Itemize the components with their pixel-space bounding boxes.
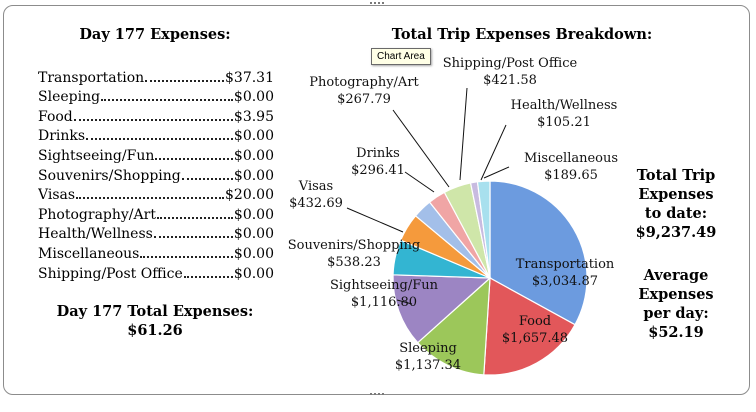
expense-row: Miscellaneous $0.00 [38,242,274,262]
slice-label: Health/Wellness [511,98,618,113]
expense-label: Sightseeing/Fun [38,147,155,164]
dot-leader [101,99,233,102]
dot-leader [140,255,233,258]
expense-row: Food $3.95 [38,105,274,125]
slice-value-label: $421.58 [483,73,537,88]
slice-value-label: $1,116.80 [351,295,417,310]
average-expenses: Average Expenses per day: $52.19 [618,266,734,342]
slice-value-label: $432.69 [289,196,343,211]
total-trip-line: Total Trip [636,167,716,184]
expense-label: Sleeping [38,89,101,106]
expense-value: $0.00 [233,265,274,282]
slice-value-label: $1,137.34 [395,358,461,373]
average-line: Expenses [638,286,714,303]
pie-slice-transportation[interactable] [489,180,588,326]
expense-value: $0.00 [233,128,274,145]
dot-leader [155,157,233,160]
total-trip-line: to date: [644,205,708,222]
dot-leader [153,236,233,239]
slice-value-label: $538.23 [327,255,381,270]
expense-label: Food [38,108,73,125]
expense-row: Sleeping $0.00 [38,86,274,106]
slice-value-label: $267.79 [337,92,391,107]
total-trip-value: $9,237.49 [635,224,717,241]
leader-line [396,299,413,305]
pie-slice-miscellaneous[interactable] [476,180,491,279]
dot-leader [73,118,233,121]
leader-line [392,109,450,188]
day-total-label: Day 177 Total Expenses: [56,303,254,320]
expense-value: $0.00 [233,89,274,106]
resize-handle-top[interactable] [370,2,388,7]
dot-leader [86,138,233,141]
slice-value-label: $3,034.87 [532,274,598,289]
expense-row: Transportation $37.31 [38,66,274,86]
expense-row: Souvenirs/Shopping $0.00 [38,164,274,184]
leader-line [480,124,507,181]
slice-label: Photography/Art [309,75,419,90]
slice-label: Sleeping [399,341,457,356]
pie-slice-food[interactable] [483,277,576,376]
slice-label: Visas [298,179,333,194]
average-line: per day: [643,305,709,322]
slice-value-label: $296.41 [351,163,405,178]
expense-label: Miscellaneous [38,245,140,262]
expense-row: Health/Wellness $0.00 [38,223,274,243]
expense-value: $0.00 [233,245,274,262]
slice-value-label: $189.65 [544,168,598,183]
expense-row: Photography/Art $0.00 [38,203,274,223]
leader-line [483,166,510,179]
dot-leader [76,197,224,200]
expense-label: Health/Wellness [38,226,153,243]
slice-label: Sightseeing/Fun [330,278,439,293]
chart-frame[interactable] [3,5,750,395]
resize-handle-bottom[interactable] [370,393,388,398]
expense-row: Shipping/Post Office $0.00 [38,262,274,282]
average-line: Average [643,267,709,284]
dot-leader [183,275,233,278]
slice-label: Food [519,314,551,329]
expense-value: $20.00 [225,187,274,204]
expense-value: $0.00 [233,206,274,223]
leader-line [404,171,435,193]
expense-label: Transportation [38,69,145,86]
total-trip-line: Expenses [638,186,714,203]
slice-value-label: $105.21 [537,115,591,130]
expense-value: $0.00 [233,226,274,243]
slice-label: Souvenirs/Shopping [288,238,421,253]
expense-label: Shipping/Post Office [38,265,183,282]
dot-leader [145,79,224,82]
leader-line [346,207,404,233]
dot-leader [156,216,233,219]
pie-slice-sightseeing-fun[interactable] [392,274,492,344]
day-expenses-list: Transportation $37.31 Sleeping $0.00 Food $3.… [38,66,274,282]
total-trip-expenses: Total Trip Expenses to date: $9,237.49 [618,166,734,242]
expense-label: Souvenirs/Shopping [38,167,181,184]
expense-row: Sightseeing/Fun $0.00 [38,144,274,164]
day-expenses-title: Day 177 Expenses: [79,26,231,43]
expense-row: Drinks $0.00 [38,125,274,145]
expense-value: $37.31 [225,69,274,86]
chart-title: Total Trip Expenses Breakdown: [391,26,653,43]
slice-label: Drinks [356,146,400,161]
leader-line [459,87,468,181]
leader-line [396,248,400,255]
day-total-value: $61.26 [127,322,183,339]
expense-label: Visas [38,187,76,204]
slice-label: Miscellaneous [524,151,618,166]
expense-value: $3.95 [233,108,274,125]
average-value: $52.19 [648,324,704,341]
expense-value: $0.00 [233,147,274,164]
expense-value: $0.00 [233,167,274,184]
pie-slice-sleeping[interactable] [416,276,491,376]
chart-area-tooltip: Chart Area [371,48,431,65]
slice-label: Shipping/Post Office [443,56,578,71]
slice-label: Transportation [516,257,615,272]
dot-leader [181,177,233,180]
slice-value-label: $1,657.48 [502,331,568,346]
expense-label: Drinks [38,128,86,145]
expense-label: Photography/Art [38,206,156,223]
expense-row: Visas $20.00 [38,184,274,204]
